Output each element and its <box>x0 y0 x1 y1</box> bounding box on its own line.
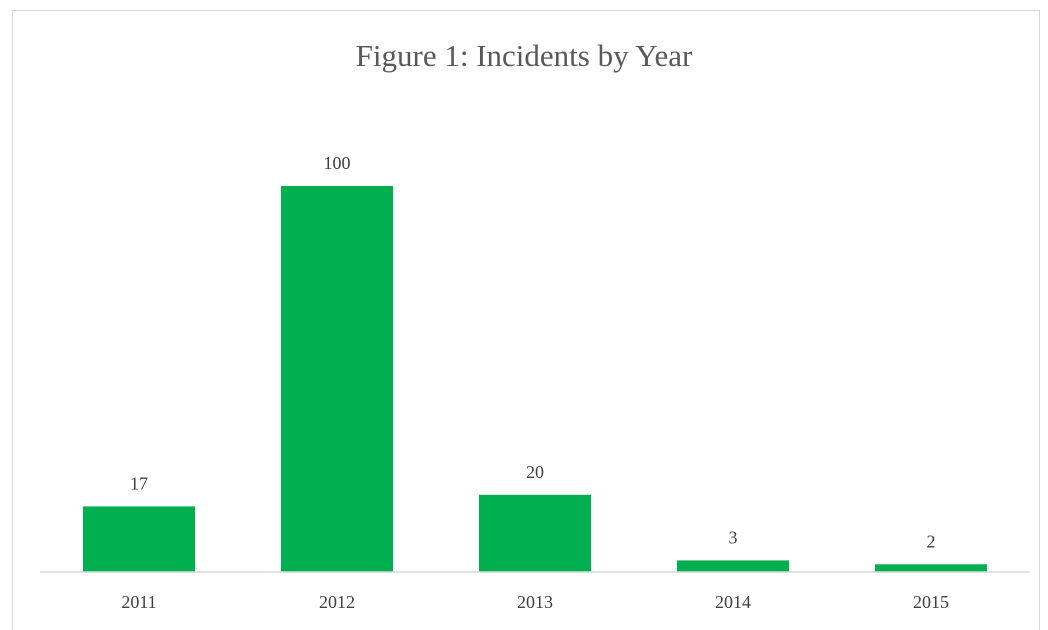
x-tick-label-2012: 2012 <box>319 592 355 612</box>
bar-2012 <box>281 186 393 572</box>
bar-2015 <box>875 564 987 572</box>
data-label-2012: 100 <box>324 153 351 173</box>
bar-2014 <box>677 560 789 572</box>
x-tick-label-2014: 2014 <box>715 592 751 612</box>
bar-2013 <box>479 494 591 572</box>
data-label-2011: 17 <box>130 473 148 493</box>
chart-title: Figure 1: Incidents by Year <box>355 38 693 73</box>
data-label-2013: 20 <box>526 462 544 482</box>
x-tick-labels-layer: 2011 2012 2013 2014 2015 <box>121 592 949 612</box>
data-label-2015: 2 <box>927 531 936 551</box>
data-labels-layer: 17 100 20 3 2 <box>130 153 936 551</box>
x-tick-label-2015: 2015 <box>913 592 949 612</box>
bars-layer <box>83 186 987 572</box>
x-tick-label-2011: 2011 <box>121 592 156 612</box>
data-label-2014: 3 <box>729 527 738 547</box>
x-tick-label-2013: 2013 <box>517 592 553 612</box>
bar-2011 <box>83 506 195 572</box>
